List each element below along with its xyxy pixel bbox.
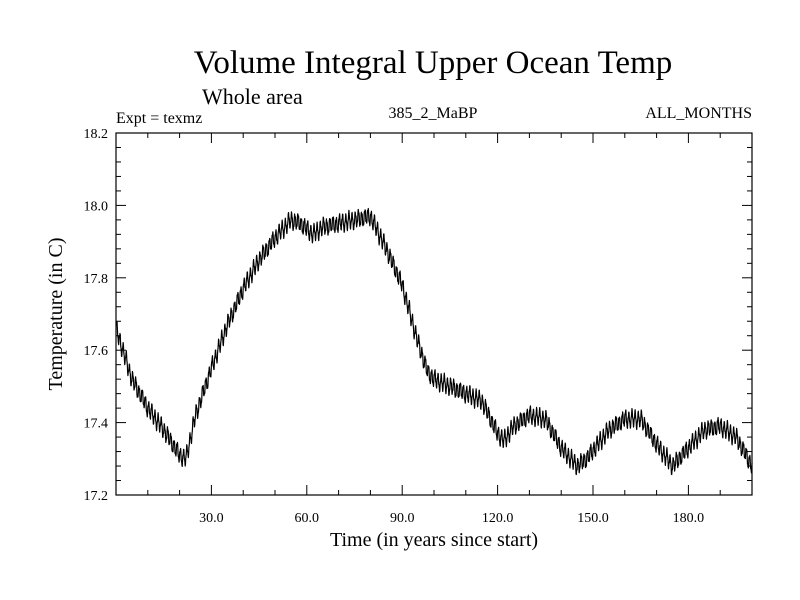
x-tick-label: 60.0: [295, 511, 320, 526]
series-line-temperature: [115, 207, 753, 476]
chart-title: Volume Integral Upper Ocean Temp: [194, 45, 672, 81]
y-tick-label: 17.2: [84, 489, 109, 504]
y-tick-label: 18.2: [84, 127, 109, 142]
y-axis-minor-ticks: [116, 146, 752, 482]
x-axis-ticks: [210, 133, 689, 495]
x-axis-minor-ticks: [147, 133, 721, 495]
y-tick-label: 17.4: [84, 417, 109, 432]
x-tick-label: 180.0: [673, 511, 705, 526]
x-tick-label: 150.0: [577, 511, 609, 526]
x-axis-label: Time (in years since start): [330, 529, 538, 551]
x-tick-label: 120.0: [482, 511, 514, 526]
experiment-label: Expt = texmz: [116, 110, 202, 127]
x-tick-label: 90.0: [390, 511, 415, 526]
y-tick-label: 17.8: [84, 272, 109, 287]
x-tick-label: 30.0: [199, 511, 224, 526]
y-axis-label: Temperature (in C): [45, 238, 67, 391]
y-axis-ticks: [116, 132, 752, 496]
run-label: 385_2_MaBP: [389, 105, 478, 122]
chart-subtitle: Whole area: [202, 84, 303, 109]
x-axis-tick-labels: 30.0 60.0 90.0 120.0 150.0 180.0: [199, 511, 704, 526]
y-axis-tick-labels: 17.2 17.4 17.6 17.8 18.0 18.2: [84, 127, 109, 504]
y-tick-label: 18.0: [84, 199, 109, 214]
months-label: ALL_MONTHS: [645, 105, 752, 122]
y-tick-label: 17.6: [84, 344, 109, 359]
